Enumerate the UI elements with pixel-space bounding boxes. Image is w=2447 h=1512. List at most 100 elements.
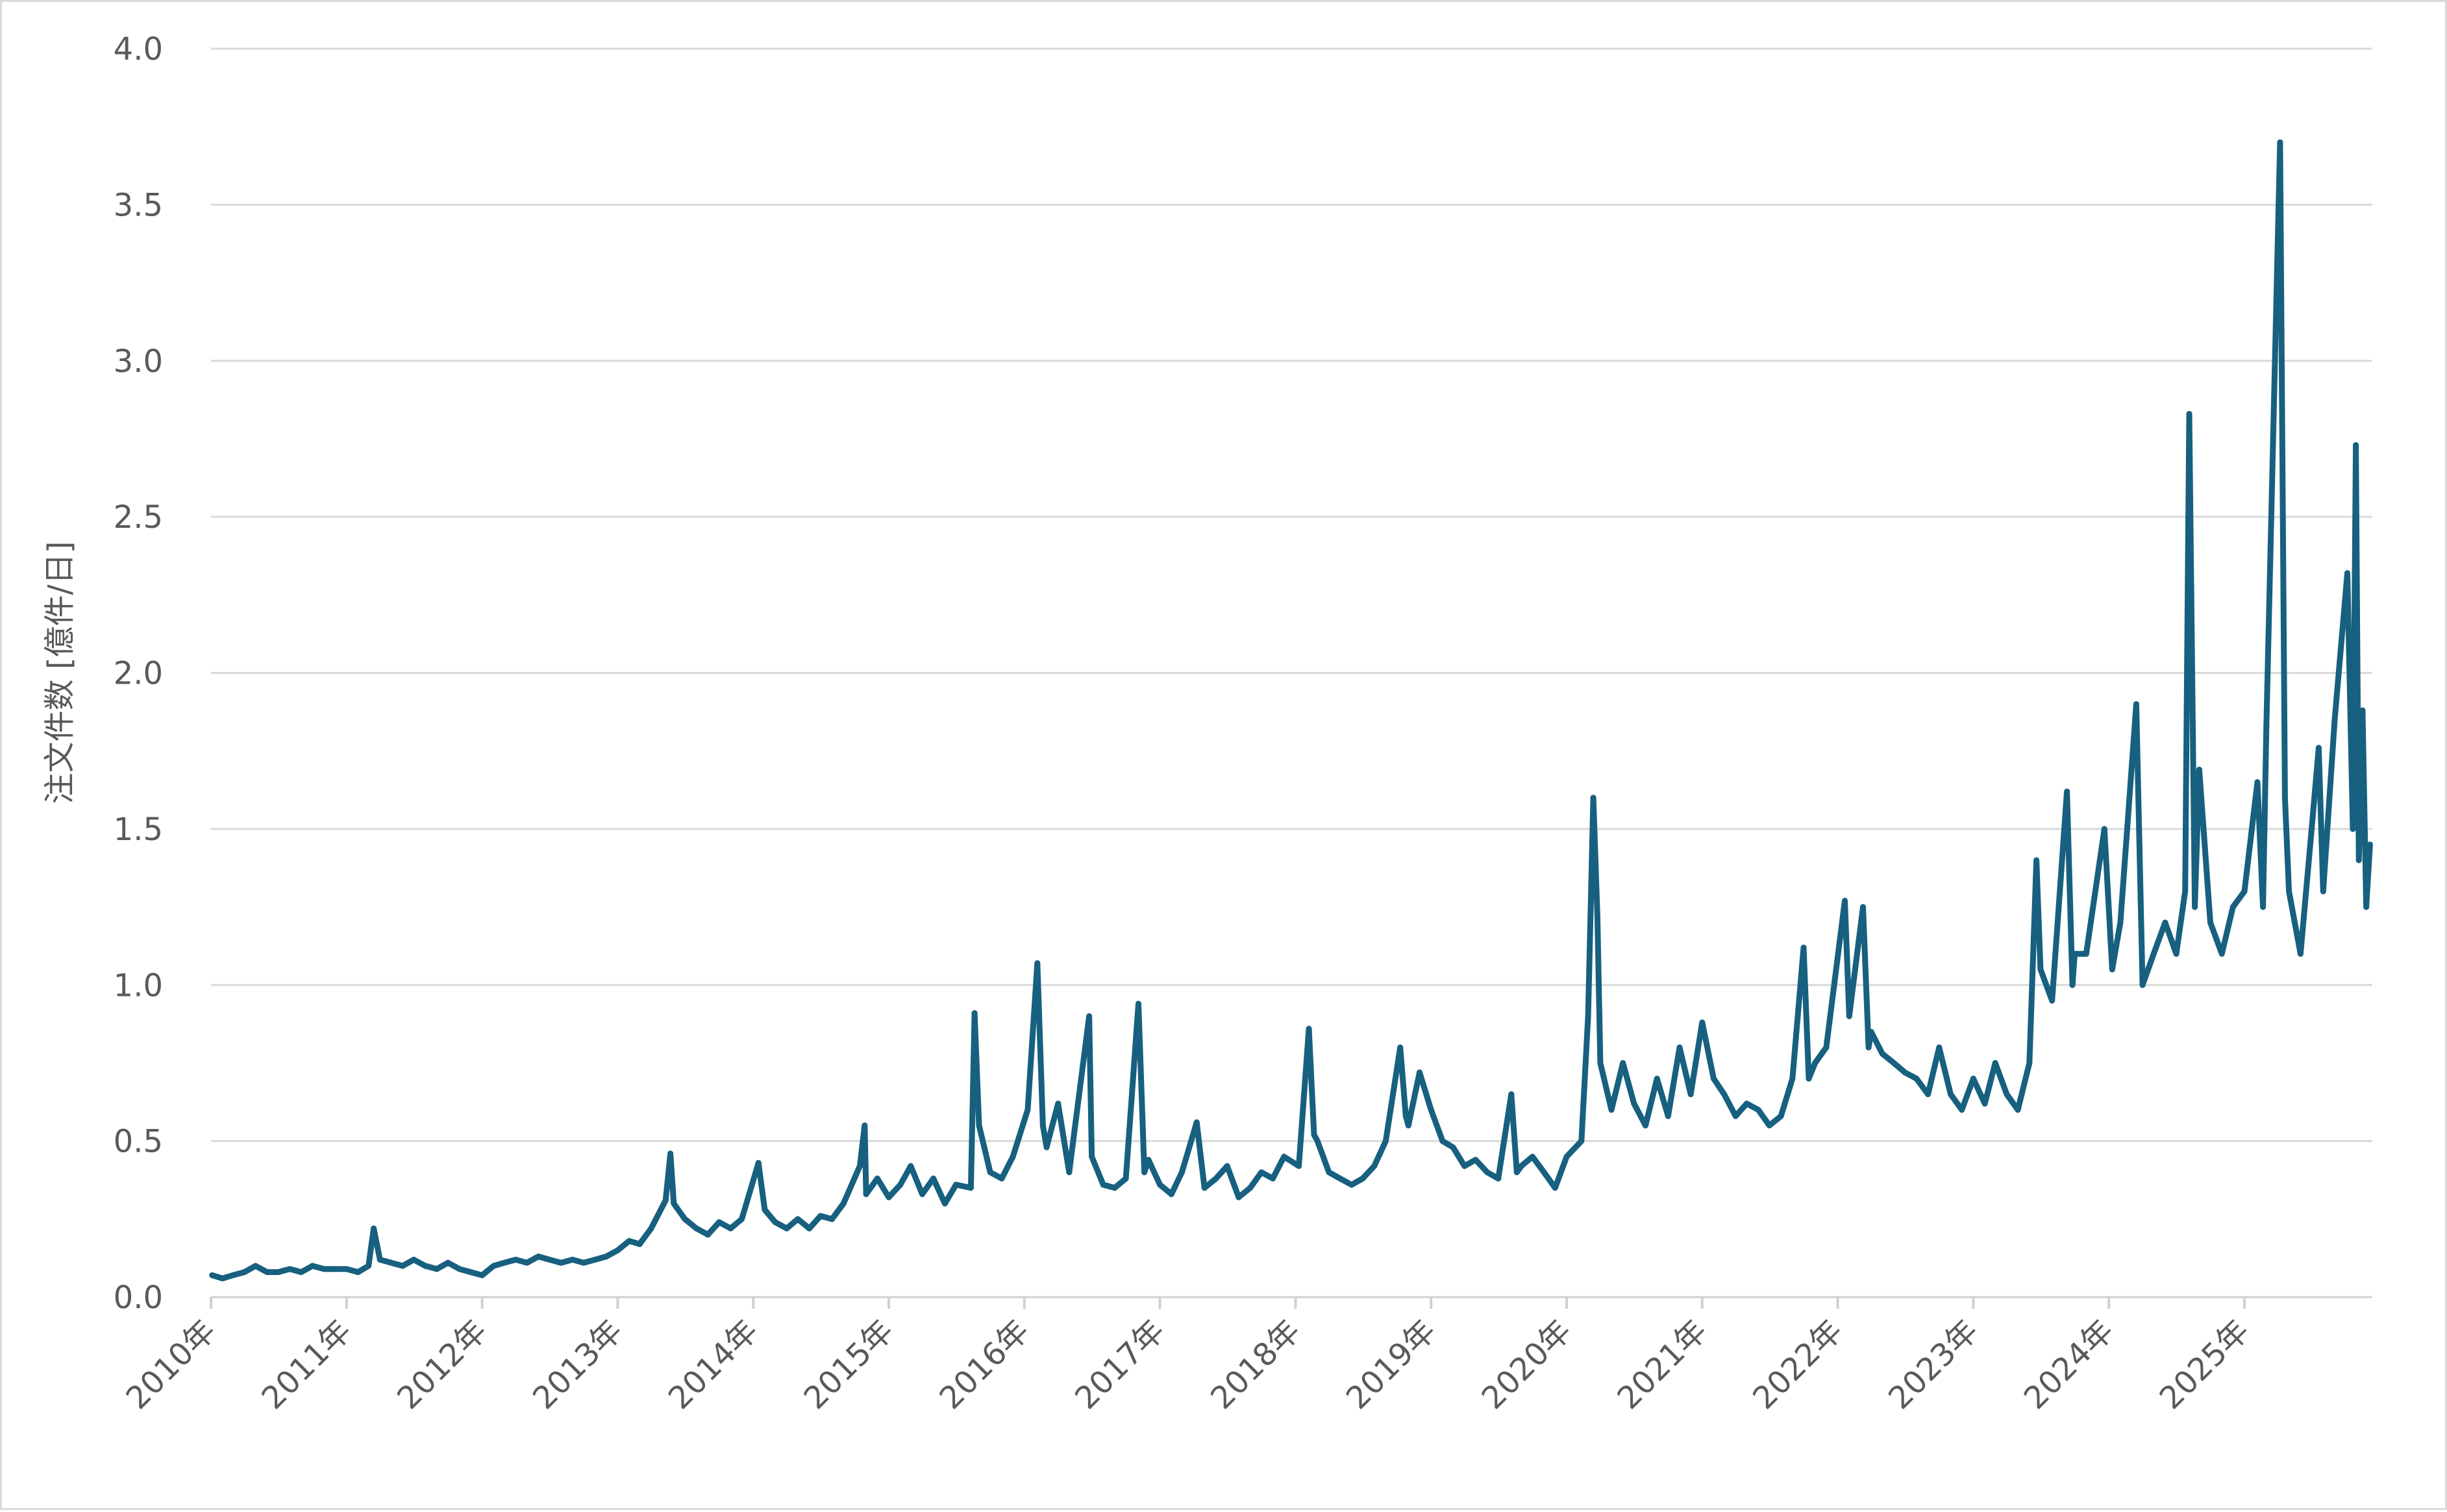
data-point xyxy=(377,1256,383,1263)
data-point xyxy=(1224,1163,1230,1169)
data-point xyxy=(648,1225,654,1232)
x-tick-label: 2020年 xyxy=(1475,1313,1579,1417)
x-tick-label: 2025年 xyxy=(2153,1313,2257,1417)
data-point xyxy=(2320,888,2326,895)
data-point xyxy=(2350,826,2356,832)
data-point xyxy=(1157,1182,1163,1188)
data-point xyxy=(1778,1113,1784,1119)
data-point xyxy=(1608,1107,1615,1113)
data-point xyxy=(2182,888,2189,895)
x-tick-label: 2013年 xyxy=(526,1313,630,1417)
data-point xyxy=(399,1263,406,1269)
x-tick-label: 2018年 xyxy=(1204,1313,1308,1417)
data-point xyxy=(755,1159,762,1166)
data-point xyxy=(1541,1169,1547,1176)
data-point xyxy=(739,1216,745,1222)
data-point xyxy=(1213,1175,1219,1182)
data-point xyxy=(1402,1113,1409,1119)
data-point xyxy=(1086,1013,1093,1019)
data-point xyxy=(971,1010,978,1016)
data-point xyxy=(614,1247,621,1254)
data-point xyxy=(1755,1107,1761,1113)
data-point xyxy=(2254,779,2261,786)
data-point xyxy=(1236,1194,1242,1200)
data-point xyxy=(2072,950,2078,957)
data-point xyxy=(298,1269,304,1275)
data-point xyxy=(209,1272,216,1278)
data-point xyxy=(535,1254,541,1259)
data-point xyxy=(275,1269,281,1275)
series-group xyxy=(209,139,2373,1282)
x-tick-label: 2010年 xyxy=(119,1313,223,1417)
data-point xyxy=(1518,1163,1524,1169)
data-point xyxy=(1552,1185,1558,1191)
data-point xyxy=(1348,1182,1355,1188)
data-point xyxy=(886,1194,892,1200)
data-point xyxy=(1529,1154,1535,1160)
data-point xyxy=(2207,919,2213,926)
data-point xyxy=(2083,950,2089,957)
data-point xyxy=(1100,1182,1106,1188)
data-point xyxy=(2230,904,2236,910)
y-tick-label: 4.0 xyxy=(114,31,163,68)
data-point xyxy=(1326,1169,1332,1176)
data-point xyxy=(930,1175,937,1182)
data-point xyxy=(2139,982,2146,988)
data-point xyxy=(355,1269,361,1275)
data-point xyxy=(1089,1154,1095,1160)
data-point xyxy=(467,1269,474,1275)
data-point xyxy=(967,1185,974,1191)
data-point xyxy=(1405,1122,1411,1129)
data-point xyxy=(1981,1100,1988,1107)
data-point xyxy=(1141,1169,1148,1176)
data-point xyxy=(1992,1060,1998,1066)
data-point xyxy=(1936,1044,1943,1050)
data-point xyxy=(2173,950,2180,957)
data-point xyxy=(2049,997,2056,1004)
data-point xyxy=(1043,1144,1050,1150)
data-point xyxy=(343,1266,350,1272)
data-point xyxy=(2344,570,2350,576)
data-point xyxy=(1732,1113,1739,1119)
data-point xyxy=(1123,1175,1129,1182)
data-point xyxy=(230,1272,236,1278)
y-tick-label: 0.0 xyxy=(114,1280,163,1316)
data-point xyxy=(1508,1091,1515,1097)
data-point xyxy=(445,1259,451,1266)
data-point xyxy=(1676,1044,1683,1050)
data-point xyxy=(716,1219,723,1226)
data-point xyxy=(434,1266,440,1272)
data-point xyxy=(1891,1060,1897,1066)
x-tick-label: 2016年 xyxy=(932,1313,1036,1417)
data-point xyxy=(2064,788,2070,795)
data-point xyxy=(1743,1100,1750,1107)
data-point xyxy=(1136,1000,1141,1007)
data-point xyxy=(874,1175,880,1182)
data-point xyxy=(1472,1157,1479,1163)
data-point xyxy=(546,1256,553,1263)
data-point xyxy=(1643,1122,1648,1129)
data-point xyxy=(1360,1175,1366,1182)
data-point xyxy=(2196,767,2202,773)
data-point xyxy=(513,1256,519,1263)
data-point xyxy=(580,1259,587,1266)
data-point xyxy=(490,1263,497,1269)
data-point xyxy=(1495,1175,1502,1182)
data-point xyxy=(795,1216,801,1222)
x-tick-label: 2011年 xyxy=(255,1313,358,1417)
data-point xyxy=(2218,950,2225,957)
data-point xyxy=(1687,1091,1694,1097)
data-point xyxy=(479,1272,486,1278)
data-point xyxy=(2015,1107,2021,1113)
y-tick-label: 3.5 xyxy=(114,187,163,223)
data-point xyxy=(1055,1100,1062,1107)
data-point xyxy=(817,1213,824,1219)
data-point xyxy=(332,1266,338,1272)
data-point xyxy=(1066,1169,1073,1176)
data-point xyxy=(2117,919,2124,926)
y-tick-label: 3.0 xyxy=(114,343,163,380)
data-point xyxy=(1970,1076,1976,1082)
data-point xyxy=(2109,966,2115,973)
